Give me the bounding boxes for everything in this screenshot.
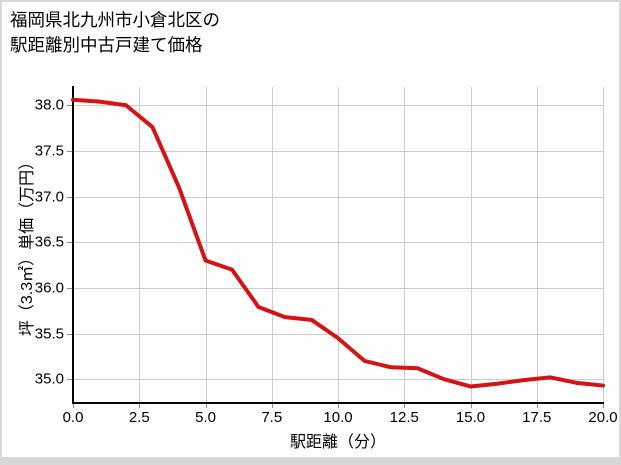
chart-figure: 福岡県北九州市小倉北区の 駅距離別中古戸建て価格 坪（3.3㎡）単価（万円） 駅… (2, 2, 619, 457)
gridline-horizontal (73, 196, 603, 198)
x-tick (271, 402, 273, 408)
x-tick (470, 402, 472, 408)
gridline-horizontal (73, 150, 603, 152)
gridline-vertical (338, 87, 339, 402)
x-tick-label: 17.5 (522, 409, 552, 426)
y-tick-label: 37.5 (34, 142, 64, 160)
plot-area: 0.0 2.5 5.0 7.5 10.0 12.5 15.0 17.5 20.0 35.0 35.5… (35, 86, 618, 426)
gridline-horizontal (73, 287, 603, 289)
data-series-line (71, 97, 605, 389)
y-axis-spine (72, 86, 74, 403)
y-tick-label: 36.5 (34, 233, 64, 251)
y-tick-label: 35.5 (34, 325, 64, 343)
y-tick-label: 35.0 (34, 370, 64, 388)
gridline-vertical (470, 87, 472, 402)
y-axis-title: 坪（3.3㎡）単価（万円） (14, 87, 36, 402)
gridline-horizontal (73, 379, 603, 381)
x-tick (73, 402, 74, 408)
gridline-vertical (603, 87, 604, 402)
gridline-horizontal (73, 333, 603, 335)
y-tick (67, 196, 73, 198)
y-axis-title-text: 坪（3.3㎡）単価（万円） (19, 153, 36, 336)
y-tick-label: 36.0 (34, 279, 64, 297)
gridline-horizontal (73, 242, 603, 244)
x-tick (205, 402, 207, 408)
x-tick (139, 402, 141, 408)
x-tick (536, 402, 538, 408)
y-tick (67, 242, 73, 244)
x-tick (338, 402, 339, 408)
gridline-vertical (404, 87, 406, 402)
x-tick (404, 402, 406, 408)
x-tick-label: 10.0 (323, 409, 353, 426)
chart-title: 福岡県北九州市小倉北区の 駅距離別中古戸建て価格 (10, 10, 220, 56)
x-tick-label: 5.0 (195, 409, 216, 426)
x-tick-label: 2.5 (128, 409, 150, 426)
gridline-horizontal (73, 105, 603, 107)
gridline-vertical (205, 87, 207, 402)
gridline-vertical (536, 87, 538, 402)
x-tick-label: 20.0 (588, 409, 618, 426)
x-tick (603, 402, 604, 408)
x-tick-label: 15.0 (455, 409, 486, 426)
y-tick-label: 37.0 (34, 188, 64, 206)
x-tick-label: 12.5 (389, 409, 419, 426)
y-tick (67, 333, 73, 335)
x-tick-label: 0.0 (62, 409, 84, 426)
gridline-vertical (139, 87, 141, 402)
gridline-vertical (271, 87, 273, 402)
y-tick (67, 105, 73, 107)
y-tick (67, 150, 73, 152)
x-axis-spine (72, 402, 604, 404)
x-tick-label: 7.5 (261, 409, 283, 426)
x-axis-title: 駅距離（分） (73, 428, 603, 452)
y-tick-label: 38.0 (34, 96, 64, 114)
y-tick (67, 287, 73, 289)
y-tick (67, 379, 73, 381)
x-axis-title-text: 駅距離（分） (289, 434, 386, 451)
